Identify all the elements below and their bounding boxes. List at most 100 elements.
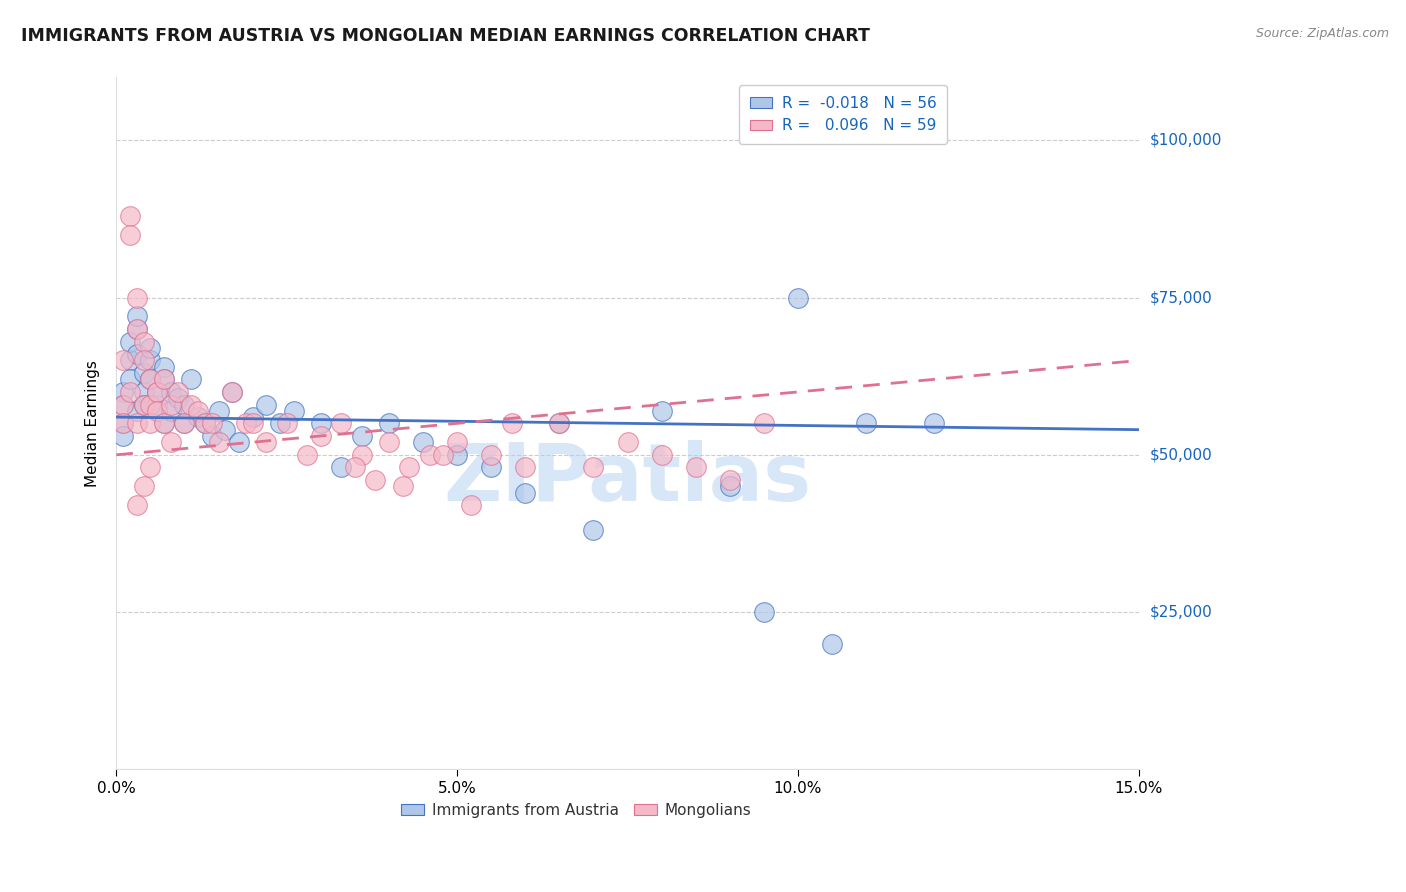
Point (221, 384, 243, 399)
Point (153, 372, 176, 386)
Point (446, 435, 468, 450)
Point (112, 429, 135, 443)
Point (139, 397, 162, 411)
Text: Source: ZipAtlas.com: Source: ZipAtlas.com (1256, 27, 1389, 40)
Point (752, 605, 775, 619)
Point (364, 473, 387, 487)
Point (180, 397, 202, 411)
Point (118, 384, 141, 399)
Point (166, 391, 188, 405)
Point (446, 448, 468, 462)
Point (146, 384, 169, 399)
Point (146, 384, 169, 399)
Point (651, 404, 673, 418)
Point (139, 353, 162, 368)
Point (194, 417, 217, 431)
Point (159, 404, 181, 418)
Point (228, 435, 250, 450)
Point (112, 384, 135, 399)
Point (139, 417, 162, 431)
Point (350, 429, 373, 443)
Point (479, 448, 502, 462)
Point (112, 397, 135, 411)
Point (194, 417, 217, 431)
Point (309, 417, 332, 431)
Point (118, 227, 141, 242)
Point (242, 410, 264, 425)
Point (787, 291, 810, 305)
Point (125, 347, 148, 361)
Point (112, 397, 135, 411)
Point (173, 417, 195, 431)
Point (139, 341, 162, 355)
Point (235, 417, 257, 431)
Point (125, 322, 148, 336)
Point (924, 417, 946, 431)
Point (118, 353, 141, 368)
Point (548, 417, 571, 431)
Point (139, 372, 162, 386)
Point (153, 372, 176, 386)
Point (685, 460, 707, 475)
Point (432, 448, 454, 462)
Point (398, 460, 420, 475)
Point (112, 353, 135, 368)
Y-axis label: Median Earnings: Median Earnings (86, 360, 100, 487)
Point (460, 498, 482, 512)
Point (125, 291, 148, 305)
Point (112, 417, 135, 431)
Point (214, 423, 236, 437)
Point (718, 473, 741, 487)
Point (651, 448, 673, 462)
Point (125, 404, 148, 418)
Point (132, 366, 155, 380)
Point (515, 460, 537, 475)
Point (180, 372, 202, 386)
Point (132, 397, 155, 411)
Text: $50,000: $50,000 (1150, 447, 1212, 462)
Point (254, 397, 277, 411)
Point (201, 417, 224, 431)
Point (125, 417, 148, 431)
Text: ZIPatlas: ZIPatlas (443, 440, 811, 517)
Point (132, 334, 155, 349)
Point (125, 498, 148, 512)
Point (412, 435, 434, 450)
Point (479, 460, 502, 475)
Point (153, 417, 176, 431)
Point (582, 460, 605, 475)
Point (378, 417, 401, 431)
Point (309, 429, 332, 443)
Point (330, 417, 353, 431)
Point (582, 524, 605, 538)
Point (187, 410, 209, 425)
Point (187, 404, 209, 418)
Point (159, 384, 181, 399)
Point (159, 435, 181, 450)
Point (125, 322, 148, 336)
Point (112, 417, 135, 431)
Point (501, 417, 523, 431)
Point (166, 384, 188, 399)
Point (125, 310, 148, 324)
Point (201, 429, 224, 443)
Point (330, 460, 353, 475)
Point (153, 359, 176, 374)
Point (718, 479, 741, 493)
Point (207, 435, 229, 450)
Point (616, 435, 638, 450)
Point (173, 397, 195, 411)
Point (752, 417, 775, 431)
Point (350, 448, 373, 462)
Point (221, 384, 243, 399)
Point (821, 636, 844, 650)
Point (419, 448, 441, 462)
Point (118, 209, 141, 223)
Point (391, 479, 413, 493)
Legend: Immigrants from Austria, Mongolians: Immigrants from Austria, Mongolians (395, 797, 758, 824)
Point (207, 404, 229, 418)
Point (146, 404, 169, 418)
Point (139, 460, 162, 475)
Text: $25,000: $25,000 (1150, 605, 1212, 620)
Point (242, 417, 264, 431)
